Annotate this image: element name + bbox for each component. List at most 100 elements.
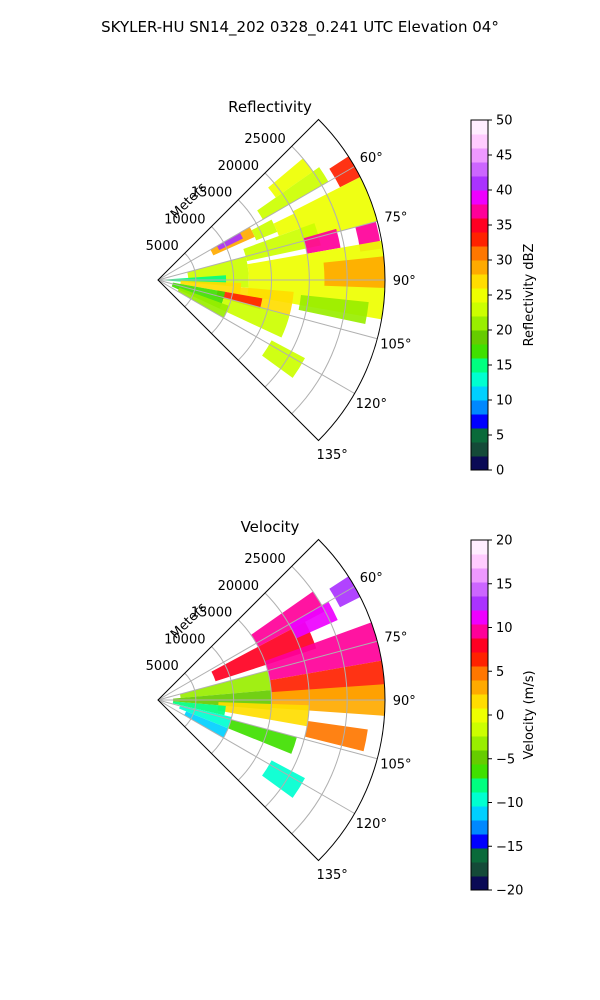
radar-cell — [289, 601, 338, 639]
colorbar: 0 5 10 15 20 25 30 35 40 45 50 Reflectivity dBZ — [470, 114, 537, 479]
colorbar-swatch — [471, 316, 488, 331]
colorbar-tick-label: 10 — [496, 621, 513, 636]
colorbar-swatch — [471, 274, 488, 289]
colorbar-swatch — [471, 568, 488, 583]
colorbar-swatch — [471, 540, 488, 555]
colorbar-swatch — [471, 176, 488, 191]
colorbar-swatch — [471, 778, 488, 793]
colorbar-swatch — [471, 876, 488, 891]
colorbar-swatch — [471, 260, 488, 275]
colorbar-swatch — [471, 638, 488, 653]
colorbar-tick-label: −10 — [496, 796, 523, 811]
colorbar-swatch — [471, 624, 488, 639]
angle-tick-label: 90° — [393, 274, 416, 289]
colorbar-swatch — [471, 288, 488, 303]
colorbar-tick-label: 40 — [496, 184, 513, 199]
radar-cell — [273, 213, 301, 237]
colorbar-tick-label: 5 — [496, 429, 504, 444]
range-tick-label: 15000 — [191, 606, 232, 621]
radar-cell — [264, 622, 382, 681]
radar-cell — [177, 287, 230, 318]
colorbar-swatch — [471, 582, 488, 597]
angle-tick-label: 120° — [356, 817, 387, 832]
colorbar-tick-label: 50 — [496, 114, 513, 129]
radar-cell — [250, 591, 326, 647]
angle-spoke — [157, 279, 355, 394]
range-tick-label: 25000 — [244, 132, 285, 147]
radar-cell — [231, 286, 294, 316]
figure-suptitle: SKYLER-HU SN14_202 0328_0.241 UTC Elevat… — [101, 18, 499, 37]
colorbar-swatch — [471, 344, 488, 359]
range-tick-label: 10000 — [164, 212, 205, 227]
sector-frame — [157, 118, 386, 442]
radar-cell — [268, 158, 313, 198]
colorbar-label: Velocity (m/s) — [522, 670, 537, 759]
colorbar-swatch — [471, 302, 488, 317]
colorbar-swatch — [471, 792, 488, 807]
angle-tick-label: 60° — [360, 151, 383, 166]
angle-spoke — [157, 699, 355, 814]
colorbar-tick-label: −5 — [496, 752, 515, 767]
colorbar-swatch — [471, 134, 488, 149]
colorbar-swatch — [471, 218, 488, 233]
colorbar-swatch — [471, 750, 488, 765]
angle-tick-label: 105° — [380, 758, 411, 773]
radar-cell — [228, 719, 297, 754]
angle-tick-label: 120° — [356, 397, 387, 412]
colorbar-swatch — [471, 764, 488, 779]
angle-spoke — [157, 166, 355, 281]
colorbar-tick-label: 30 — [496, 254, 513, 269]
colorbar-swatch — [471, 414, 488, 429]
range-tick-label: 5000 — [146, 659, 179, 674]
radar-cell — [172, 701, 226, 716]
colorbar-swatch — [471, 386, 488, 401]
range-tick-label: 20000 — [218, 159, 259, 174]
reflectivity-panel: Reflectivity 5000 10000 15000 20000 25000 60° 7… — [146, 98, 537, 479]
colorbar-swatch — [471, 372, 488, 387]
angle-spoke — [157, 699, 378, 760]
colorbar-tick-label: 15 — [496, 577, 513, 592]
colorbar-swatch — [471, 834, 488, 849]
colorbar-swatch — [471, 722, 488, 737]
colorbar-tick-label: 5 — [496, 665, 504, 680]
angle-tick-label: 90° — [393, 694, 416, 709]
angle-tick-label: 135° — [316, 868, 347, 883]
colorbar-swatch — [471, 848, 488, 863]
colorbar-tick-label: 0 — [496, 464, 504, 479]
angle-tick-label: 60° — [360, 571, 383, 586]
colorbar-swatch — [471, 596, 488, 611]
radar-cell — [179, 670, 272, 699]
colorbar-label: Reflectivity dBZ — [522, 244, 537, 347]
radar-cell — [179, 705, 232, 729]
colorbar-tick-label: 25 — [496, 289, 513, 304]
colorbar-tick-label: −15 — [496, 840, 523, 855]
colorbar-tick-label: 20 — [496, 324, 513, 339]
radar-cell — [251, 219, 278, 241]
colorbar-swatch — [471, 428, 488, 443]
angle-spoke — [157, 279, 378, 340]
radar-cell — [298, 295, 369, 325]
colorbar-tick-label: 35 — [496, 219, 513, 234]
velocity-panel: Velocity 5000 10000 15000 20000 25000 60° 75° 90… — [146, 518, 537, 899]
angle-tick-label: 75° — [384, 630, 407, 645]
angle-spoke — [157, 640, 378, 701]
range-tick-label: 5000 — [146, 239, 179, 254]
colorbar-swatch — [471, 442, 488, 457]
colorbar-swatch — [471, 232, 488, 247]
colorbar-swatch — [471, 652, 488, 667]
colorbar: −20 −15 −10 −5 0 5 10 15 20 Velocity (m/s) — [470, 534, 537, 899]
panel-title: Reflectivity — [228, 98, 312, 116]
colorbar-swatch — [471, 204, 488, 219]
range-tick-label: 25000 — [244, 552, 285, 567]
colorbar-swatch — [471, 680, 488, 695]
range-tick-label: 15000 — [191, 186, 232, 201]
colorbar-swatch — [471, 162, 488, 177]
colorbar-swatch — [471, 358, 488, 373]
colorbar-tick-label: 15 — [496, 359, 513, 374]
colorbar-swatch — [471, 666, 488, 681]
angle-tick-label: 135° — [316, 448, 347, 463]
panel-title: Velocity — [241, 518, 300, 536]
colorbar-swatch — [471, 400, 488, 415]
colorbar-swatch — [471, 456, 488, 471]
angle-tick-label: 75° — [384, 210, 407, 225]
